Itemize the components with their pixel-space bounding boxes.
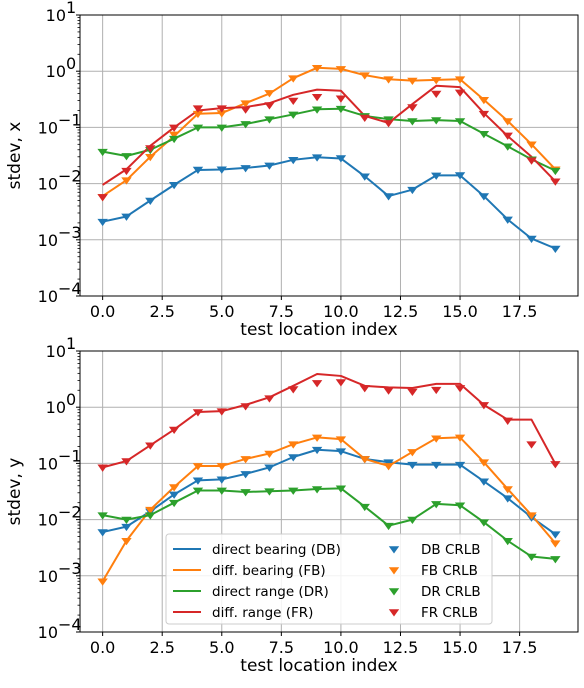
y-tick-exponent: 0 — [66, 54, 76, 73]
x-tick-label: 0.0 — [90, 638, 115, 657]
legend-label-FB: diff. bearing (FB) — [212, 563, 326, 579]
y-axis-label: stdev, y — [5, 458, 25, 526]
x-tick-label: 12.5 — [383, 302, 419, 321]
y-tick-base: 10 — [38, 118, 58, 137]
y-tick-base: 10 — [38, 454, 58, 473]
x-axis-label: test location index — [240, 320, 397, 340]
y-tick-exponent: 1 — [66, 0, 76, 17]
legend-label-crlb-DR: DR CRLB — [421, 584, 481, 600]
x-tick-label: 2.5 — [149, 302, 174, 321]
y-tick-exponent: −1 — [58, 446, 82, 465]
legend-label-DR: direct range (DR) — [212, 584, 329, 600]
x-tick-label: 17.5 — [502, 638, 538, 657]
x-tick-label: 15.0 — [442, 638, 478, 657]
x-tick-label: 5.0 — [209, 638, 234, 657]
x-tick-label: 12.5 — [383, 638, 419, 657]
x-tick-label: 15.0 — [442, 302, 478, 321]
x-tick-label: 2.5 — [149, 638, 174, 657]
x-tick-label: 10.0 — [323, 302, 359, 321]
y-tick-exponent: 1 — [66, 334, 76, 353]
y-tick-base: 10 — [46, 6, 66, 25]
legend-label-crlb-DB: DB CRLB — [421, 542, 481, 558]
legend-label-DB: direct bearing (DB) — [212, 542, 341, 558]
y-tick-base: 10 — [38, 175, 58, 194]
y-tick-exponent: −2 — [58, 503, 82, 522]
legend-label-crlb-FB: FB CRLB — [421, 563, 478, 579]
y-tick-exponent: −2 — [58, 167, 82, 186]
y-tick-base: 10 — [46, 62, 66, 81]
x-axis-label: test location index — [240, 656, 397, 676]
x-tick-label: 0.0 — [90, 302, 115, 321]
legend-label-crlb-FR: FR CRLB — [421, 605, 478, 621]
y-tick-exponent: −3 — [58, 559, 82, 578]
y-tick-base: 10 — [46, 398, 66, 417]
y-tick-exponent: 0 — [66, 390, 76, 409]
x-tick-label: 5.0 — [209, 302, 234, 321]
x-tick-label: 17.5 — [502, 302, 538, 321]
y-tick-base: 10 — [38, 231, 58, 250]
x-tick-label: 10.0 — [323, 638, 359, 657]
y-tick-base: 10 — [38, 511, 58, 530]
y-tick-base: 10 — [38, 287, 58, 306]
x-tick-label: 7.5 — [269, 302, 294, 321]
y-tick-exponent: −4 — [58, 615, 82, 634]
legend: direct bearing (DB) diff. bearing (FB) dir… — [166, 534, 492, 624]
y-tick-exponent: −3 — [58, 223, 82, 242]
y-tick-base: 10 — [38, 623, 58, 642]
y-axis-label: stdev, x — [5, 122, 25, 190]
x-tick-label: 7.5 — [269, 638, 294, 657]
legend-label-FR: diff. range (FR) — [212, 605, 313, 621]
y-tick-base: 10 — [38, 567, 58, 586]
y-tick-exponent: −4 — [58, 279, 82, 298]
y-tick-exponent: −1 — [58, 110, 82, 129]
y-tick-base: 10 — [46, 342, 66, 361]
